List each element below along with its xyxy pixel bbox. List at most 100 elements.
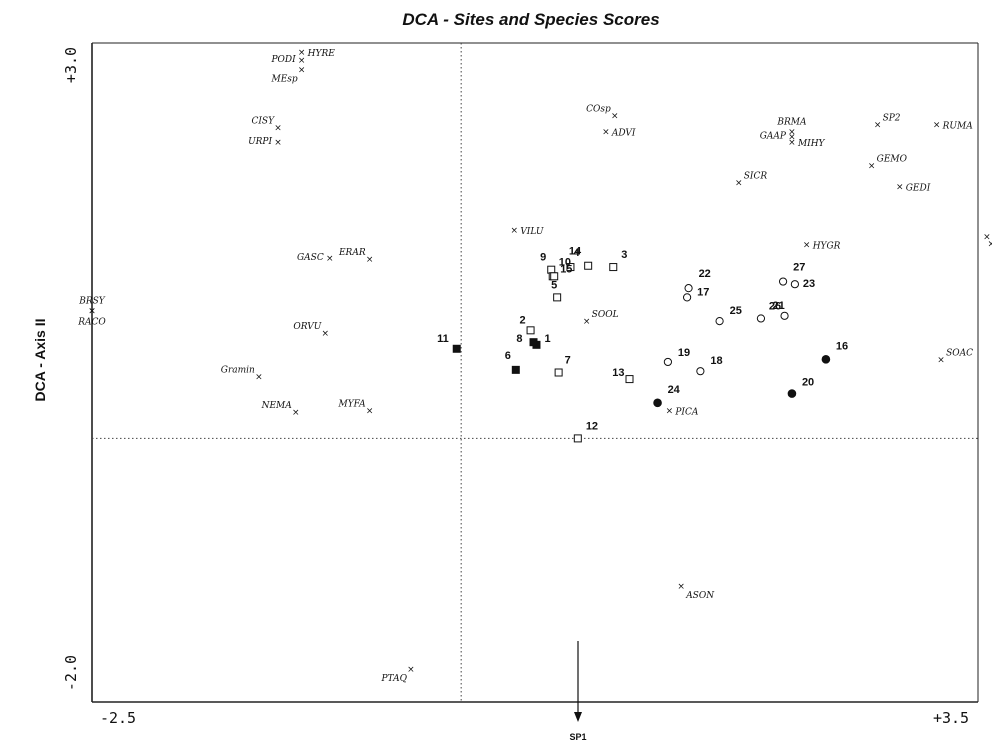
species-marker-cisy: × (274, 123, 282, 133)
site-marker-20 (788, 390, 796, 398)
site-marker-9 (548, 266, 555, 273)
site-marker-3 (610, 264, 617, 271)
species-marker-scsp: × (988, 239, 992, 249)
site-marker-19 (664, 358, 671, 365)
species-label-podi: PODI (270, 55, 296, 65)
species-label-brma: BRMA (776, 117, 807, 127)
site-label-11: 11 (437, 333, 449, 345)
site-label-22: 22 (699, 268, 711, 280)
site-label-27: 27 (793, 262, 805, 274)
x-tick-label-right: +3.5 (933, 709, 969, 727)
species-label-urpi: URPI (248, 137, 272, 147)
species-label-vilu: VILU (520, 227, 544, 237)
site-label-9: 9 (540, 252, 546, 264)
species-label-erar: ERAR (338, 248, 366, 258)
site-marker-27 (779, 278, 786, 285)
y-tick-label-top: +3.0 (62, 47, 80, 83)
species-label-ruma: RUMA (942, 122, 974, 132)
site-label-20: 20 (802, 377, 814, 389)
species-marker-urpi: × (274, 138, 282, 148)
site-label-13: 13 (612, 367, 624, 379)
species-marker-sicr: × (735, 179, 743, 189)
site-marker-6 (512, 366, 519, 373)
site-marker-15 (551, 273, 558, 280)
site-marker-23 (791, 281, 798, 288)
chart-title: DCA - Sites and Species Scores (402, 10, 659, 29)
species-label-ason: ASON (685, 591, 715, 601)
site-marker-13 (626, 376, 633, 383)
x-tick-label-left: -2.5 (100, 709, 136, 727)
species-label-sp2: SP2 (883, 114, 901, 124)
site-label-1: 1 (544, 333, 550, 345)
site-label-6: 6 (505, 350, 511, 362)
species-marker-hygr: × (803, 241, 811, 251)
site-label-23: 23 (803, 278, 815, 290)
site-label-25: 25 (730, 305, 742, 317)
site-label-5: 5 (551, 279, 557, 291)
species-marker-myfa: × (366, 407, 374, 417)
species-label-orvu: ORVU (293, 322, 321, 332)
site-marker-7 (555, 369, 562, 376)
species-label-pica: PICA (674, 408, 698, 418)
site-marker-21 (781, 312, 788, 319)
site-label-19: 19 (678, 347, 690, 359)
species-marker-sool: × (583, 317, 591, 327)
species-marker-orvu: × (322, 329, 330, 339)
site-marker-8 (530, 339, 537, 346)
species-marker-mesp: × (298, 65, 306, 75)
species-marker-ptaq: × (407, 665, 415, 675)
site-label-3: 3 (621, 249, 627, 261)
species-label-ptaq: PTAQ (381, 674, 408, 684)
site-label-18: 18 (710, 355, 722, 367)
site-marker-24 (654, 399, 662, 407)
species-label-soac: SOAC (946, 348, 973, 358)
site-marker-26 (757, 315, 764, 322)
species-label-gaap: GAAP (760, 132, 787, 142)
species-marker-gasc: × (326, 254, 334, 264)
species-marker-vilu: × (511, 226, 519, 236)
species-label-nema: NEMA (261, 401, 293, 411)
site-marker-25 (716, 317, 723, 324)
species-label-myfa: MYFA (337, 400, 366, 410)
species-marker-gramin: × (255, 372, 263, 382)
site-label-15: 15 (560, 263, 572, 275)
species-marker-erar: × (366, 255, 374, 265)
y-axis-label: DCA - Axis II (32, 319, 48, 402)
site-label-12: 12 (586, 420, 598, 432)
species-marker-raco: × (88, 307, 96, 317)
site-marker-16 (822, 356, 830, 364)
species-label-hygr: HYGR (812, 242, 841, 252)
species-marker-sp2: × (874, 121, 882, 131)
site-label-24: 24 (668, 384, 681, 396)
site-label-7: 7 (565, 355, 571, 367)
site-marker-11 (453, 345, 460, 352)
species-label-cosp: COsp (586, 104, 611, 114)
site-marker-5 (554, 294, 561, 301)
species-label-raco: RACO (77, 318, 106, 328)
site-marker-12 (574, 435, 581, 442)
site-label-26: 26 (769, 300, 781, 312)
species-marker-pica: × (666, 407, 674, 417)
species-label-sicr: SICR (744, 172, 768, 182)
species-marker-nema: × (292, 408, 300, 418)
species-label-gramin: Gramin (221, 365, 255, 375)
site-marker-22 (685, 285, 692, 292)
species-marker-advi: × (602, 127, 610, 137)
species-label-sool: SOOL (592, 310, 619, 320)
species-marker-ruma: × (933, 121, 941, 131)
site-marker-14 (585, 262, 592, 269)
species-marker-ason: × (677, 582, 685, 592)
site-marker-18 (697, 368, 704, 375)
species-label-mesp: MEsp (271, 74, 298, 84)
species-label-gasc: GASC (297, 253, 324, 263)
species-label-cisy: CISY (251, 116, 275, 126)
species-marker-soac: × (937, 355, 945, 365)
sp1-label: SP1 (569, 732, 586, 742)
site-marker-17 (683, 294, 690, 301)
site-label-17: 17 (697, 286, 709, 298)
species-label-gedi: GEDI (906, 184, 931, 194)
species-label-advi: ADVI (611, 128, 636, 138)
